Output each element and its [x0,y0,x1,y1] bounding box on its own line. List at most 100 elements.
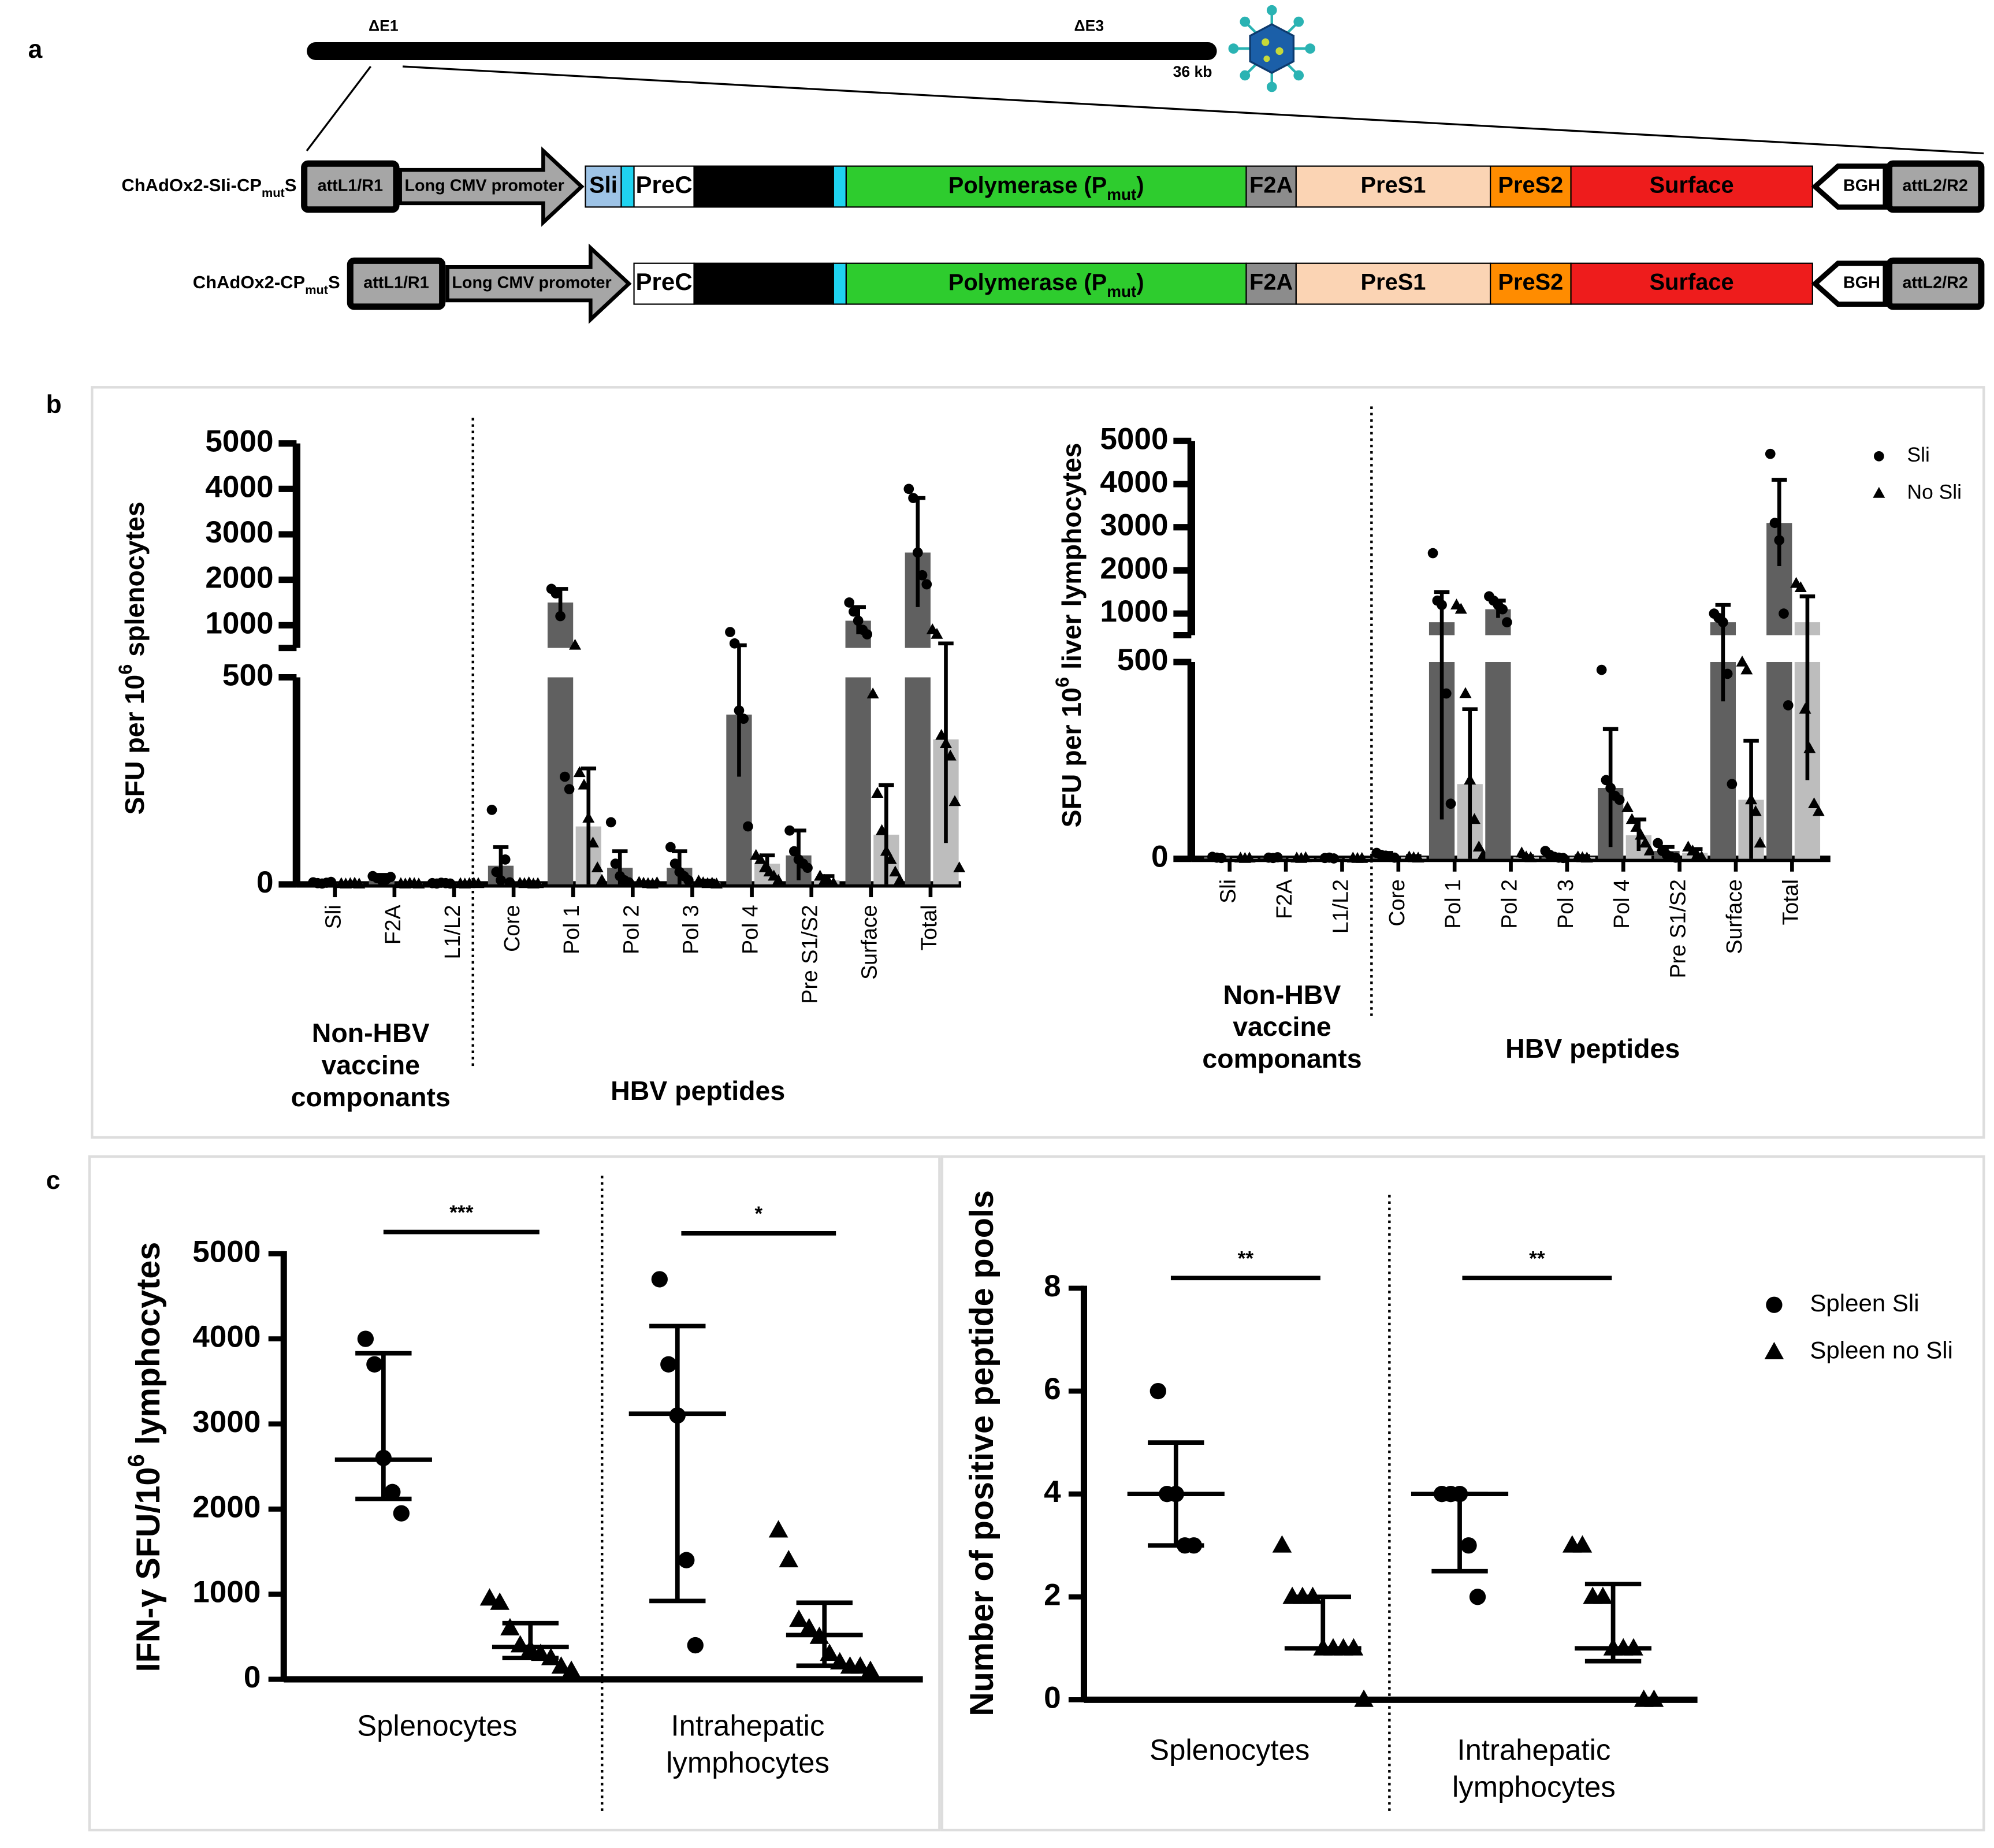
data-point [861,1660,880,1678]
data-point [953,861,966,872]
x-tick-label: Splenocytes [357,1709,517,1742]
segment-label: attL1/R1 [318,177,383,195]
data-point [1653,838,1663,849]
y-tick-label: 2000 [205,561,273,595]
y-tick-label: 8 [1044,1269,1061,1303]
data-point [876,824,888,835]
segment-label: BGH [1843,274,1880,292]
data-point [384,1483,401,1500]
data-point [849,606,859,617]
data-point [385,872,396,882]
x-tick-label: F2A [1272,879,1296,919]
data-point [587,836,600,847]
segment-label: Core [736,268,791,295]
data-point [1299,851,1312,862]
data-point [871,787,884,798]
group-label: vaccine [1233,1012,1331,1042]
data-point [531,877,544,888]
data-point [687,1637,704,1654]
y-axis-label-part: IFN-γ SFU/10 [130,1467,167,1672]
data-point [1749,805,1762,816]
data-point [1389,852,1400,863]
data-point [393,1505,410,1522]
data-point [1593,1586,1613,1604]
y-tick-label: 2000 [1100,551,1168,585]
bar [726,715,752,884]
x-tick-label: Pre S1/S2 [1666,879,1690,978]
data-point [559,771,570,782]
legend-marker [1764,1341,1784,1360]
significance-label: ** [1529,1247,1545,1270]
data-point [555,611,566,622]
data-point [729,638,740,649]
y-tick-label: 0 [1044,1680,1061,1715]
data-point [1630,821,1643,832]
data-point [669,858,680,869]
y-axis-label-part: 6 [123,1454,149,1467]
data-point [754,853,767,864]
x-tick-label: Pol 4 [738,905,762,954]
data-point [1799,702,1811,714]
data-point [789,1609,809,1627]
x-tick-label: Pol 4 [1609,879,1634,929]
segment-label: BGH [1843,177,1880,195]
segment-label: Core [736,171,791,198]
data-point [1774,535,1785,545]
data-point [944,749,957,761]
data-point [1596,664,1607,675]
genome-bar [307,42,1217,60]
data-point [582,812,595,823]
data-point [1783,700,1794,711]
y-axis-label-part: 6 [114,664,135,675]
genome-label: ΔE1 [369,17,399,34]
data-point [912,547,923,558]
group-label: HBV peptides [611,1076,785,1106]
bar [1766,523,1792,859]
y-tick-label: 3000 [205,515,273,549]
y-axis-label: SFU per 106 splenocytes [114,501,150,815]
genome-size: 36 kb [1173,63,1212,80]
segment-label: Surface [1650,173,1734,198]
gene-segment [633,262,695,305]
data-point [1779,608,1789,619]
data-point [743,821,753,832]
linker [620,165,635,208]
y-axis-label: Number of positive peptide pools [963,1190,1000,1716]
x-tick-label: Splenocytes [1149,1734,1310,1767]
bar [845,620,871,884]
y-tick-label: 1000 [192,1575,261,1609]
data-point [623,877,634,888]
construct-name: ChAdOx2-SIi-CPmutS [121,175,296,200]
data-point [1572,1535,1593,1553]
data-point [353,877,366,888]
data-point [1412,852,1424,863]
data-point [412,877,425,888]
segment-label-part: ) [1136,173,1144,198]
y-tick-label: 500 [222,659,274,693]
data-point [788,846,799,857]
data-point [1427,548,1438,559]
data-point [561,1660,581,1678]
segment-label-part: Polymerase (P [948,270,1107,295]
data-point [734,705,745,716]
y-tick-label: 5000 [205,425,273,459]
data-point [827,876,840,888]
x-tick-label: Pol 2 [619,905,643,954]
data-point [1794,581,1807,593]
data-point [779,1550,799,1568]
segment-label-part: ) [1136,270,1144,295]
bar [1710,622,1736,859]
group-label: Non-HBV [1223,980,1341,1010]
x-tick-label: Surface [857,905,881,980]
data-point [948,795,961,806]
data-point [1812,805,1825,816]
x-tick-label: Sli [1216,879,1240,903]
y-tick-label: 6 [1044,1372,1061,1406]
data-point [908,493,918,503]
construct-name-part: mut [305,282,328,297]
bar [905,552,931,884]
data-point [884,853,897,864]
significance-label: *** [449,1201,474,1224]
data-point [1272,852,1283,862]
